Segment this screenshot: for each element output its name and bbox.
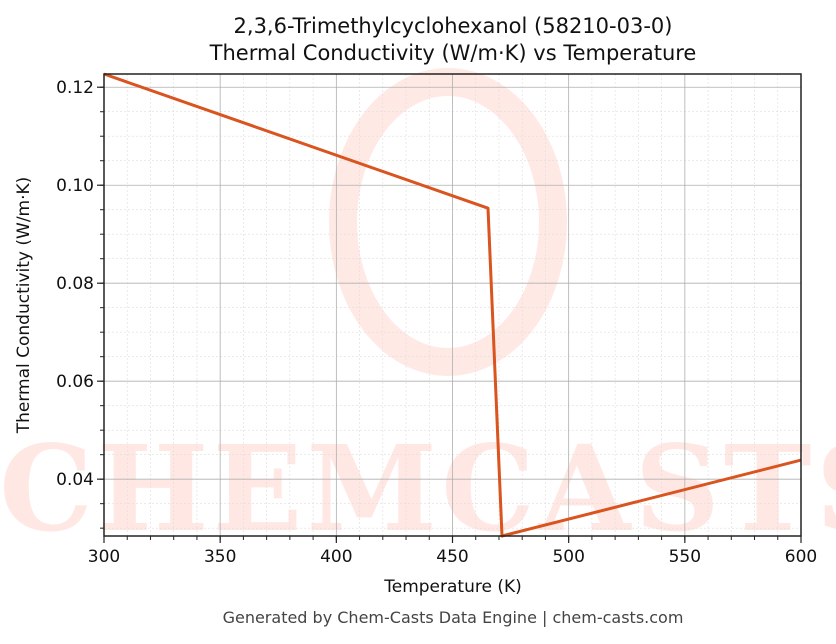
y-tick-label: 0.04 — [56, 470, 94, 490]
footer-credit: Generated by Chem-Casts Data Engine | ch… — [222, 608, 684, 627]
data-series — [103, 72, 802, 538]
series-line — [103, 72, 802, 538]
y-tick-label: 0.08 — [56, 274, 94, 294]
x-tick-label: 300 — [88, 547, 120, 567]
x-tick-label: 600 — [785, 547, 817, 567]
x-tick-label: 550 — [669, 547, 701, 567]
x-tick-label: 450 — [436, 547, 468, 567]
y-tick-label: 0.10 — [56, 176, 94, 196]
chart-subtitle: Thermal Conductivity (W/m·K) vs Temperat… — [209, 41, 697, 65]
watermark-logo: CHEMCASTS — [0, 68, 836, 558]
y-tick-label: 0.12 — [56, 78, 94, 98]
x-axis-label: Temperature (K) — [384, 577, 522, 597]
axis-ticks: 300 350 400 450 500 550 600 0.04 0.06 0.08 0.10 0.1… — [56, 78, 817, 567]
y-axis-label: Thermal Conductivity (W/m·K) — [14, 176, 34, 434]
x-tick-label: 400 — [320, 547, 352, 567]
y-tick-label: 0.06 — [56, 372, 94, 392]
x-tick-label: 350 — [204, 547, 236, 567]
chart-title: 2,3,6-Trimethylcyclohexanol (58210-03-0) — [233, 14, 673, 38]
svg-text:CHEMCASTS: CHEMCASTS — [0, 419, 836, 558]
x-tick-label: 500 — [552, 547, 584, 567]
